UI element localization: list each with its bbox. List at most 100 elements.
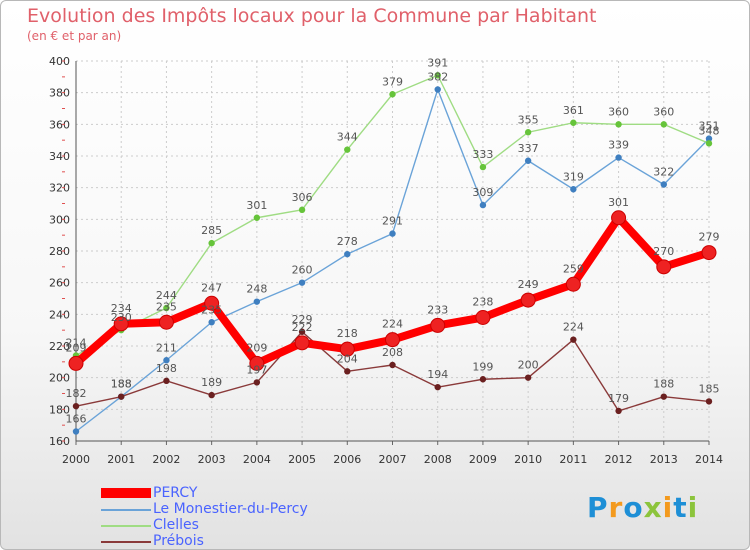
data-label-prebois: 185 xyxy=(699,382,720,395)
data-label-prebois: 188 xyxy=(653,378,674,391)
data-label-percy: 209 xyxy=(66,341,87,354)
data-label-prebois: 189 xyxy=(201,376,222,389)
point-le-monestier-du-percy xyxy=(208,319,215,326)
data-label-percy: 238 xyxy=(472,296,493,309)
point-prebois xyxy=(705,398,713,405)
data-label-clelles: 333 xyxy=(472,148,493,161)
point-clelles xyxy=(253,214,261,221)
x-tick-label: 2001 xyxy=(107,453,135,466)
data-label-le-monestier-du-percy: 339 xyxy=(608,139,629,152)
x-tick-label: 2007 xyxy=(379,453,407,466)
point-percy xyxy=(611,210,627,226)
data-label-prebois: 197 xyxy=(246,363,267,376)
point-clelles xyxy=(570,119,577,126)
data-label-percy: 249 xyxy=(518,278,539,291)
data-label-prebois: 188 xyxy=(111,378,132,391)
data-label-le-monestier-du-percy: 166 xyxy=(66,413,87,426)
data-label-clelles: 360 xyxy=(653,105,674,118)
point-clelles xyxy=(163,304,170,312)
point-le-monestier-du-percy xyxy=(479,201,487,209)
point-percy xyxy=(701,245,717,261)
y-tick-label: 160 xyxy=(49,435,70,448)
point-prebois xyxy=(615,407,622,415)
point-clelles xyxy=(705,140,713,147)
data-label-prebois: 204 xyxy=(337,352,358,365)
y-tick-label: 400 xyxy=(49,55,70,68)
y-tick-label: 380 xyxy=(49,87,70,100)
data-label-prebois: 198 xyxy=(156,362,177,375)
point-clelles xyxy=(344,146,351,153)
legend-swatch-percy xyxy=(101,488,151,498)
x-tick-label: 2014 xyxy=(695,453,723,466)
x-tick-label: 2000 xyxy=(62,453,90,466)
data-label-le-monestier-du-percy: 322 xyxy=(653,166,674,179)
data-label-percy: 235 xyxy=(156,300,177,313)
point-prebois xyxy=(570,336,577,343)
point-le-monestier-du-percy xyxy=(660,181,667,188)
legend-swatch-monestier xyxy=(101,509,151,511)
data-label-le-monestier-du-percy: 291 xyxy=(382,215,403,228)
legend-label-prebois: Prébois xyxy=(153,533,204,549)
data-label-percy: 222 xyxy=(292,321,313,334)
legend-swatch-prebois xyxy=(101,541,151,543)
data-label-clelles: 301 xyxy=(246,199,267,212)
point-percy xyxy=(430,317,446,333)
axes: 160 180 200 220 240 260 280 300 320 340 360 380 400 2… xyxy=(49,55,723,466)
point-percy xyxy=(475,310,491,325)
data-label-le-monestier-du-percy: 337 xyxy=(518,142,539,155)
point-clelles xyxy=(615,121,622,128)
point-percy xyxy=(294,335,310,351)
data-label-clelles: 306 xyxy=(292,191,313,204)
point-percy xyxy=(68,355,84,371)
data-label-le-monestier-du-percy: 382 xyxy=(427,71,448,84)
x-tick-label: 2003 xyxy=(198,453,226,466)
data-label-le-monestier-du-percy: 309 xyxy=(472,186,493,199)
point-clelles xyxy=(524,129,532,136)
data-label-clelles: 348 xyxy=(699,124,720,137)
point-clelles xyxy=(208,239,215,247)
data-label-clelles: 361 xyxy=(563,104,584,117)
data-label-le-monestier-du-percy: 211 xyxy=(156,341,177,354)
point-prebois xyxy=(253,379,261,386)
point-clelles xyxy=(434,72,441,79)
y-tick-label: 340 xyxy=(49,150,70,163)
data-label-clelles: 355 xyxy=(518,113,539,126)
data-label-clelles: 214 xyxy=(66,337,87,350)
y-tick-label: 180 xyxy=(49,403,70,416)
point-percy xyxy=(249,355,265,371)
point-percy xyxy=(158,314,174,330)
point-le-monestier-du-percy xyxy=(570,186,577,193)
data-label-prebois: 224 xyxy=(563,321,584,334)
point-le-monestier-du-percy xyxy=(298,279,306,286)
data-label-le-monestier-du-percy: 278 xyxy=(337,235,358,248)
point-prebois xyxy=(524,374,532,381)
legend-swatch-clelles xyxy=(101,525,151,527)
data-label-clelles: 230 xyxy=(111,311,132,324)
data-label-le-monestier-du-percy: 235 xyxy=(201,303,222,316)
x-tick-label: 2006 xyxy=(333,453,361,466)
point-prebois xyxy=(163,377,170,385)
data-label-le-monestier-du-percy: 351 xyxy=(699,120,720,133)
data-label-clelles: 285 xyxy=(201,224,222,237)
data-label-prebois: 208 xyxy=(382,346,403,359)
data-label-percy: 259 xyxy=(563,262,584,275)
data-label-percy: 247 xyxy=(201,281,222,294)
x-tick-label: 2005 xyxy=(288,453,316,466)
data-label-percy: 301 xyxy=(608,196,629,209)
data-label-percy: 234 xyxy=(111,302,132,315)
point-prebois xyxy=(298,328,306,335)
point-le-monestier-du-percy xyxy=(389,230,396,237)
data-label-le-monestier-du-percy: 319 xyxy=(563,170,584,183)
point-le-monestier-du-percy xyxy=(344,250,351,258)
point-clelles xyxy=(479,163,487,171)
point-le-monestier-du-percy xyxy=(615,154,622,161)
x-tick-label: 2002 xyxy=(152,453,180,466)
point-prebois xyxy=(118,393,125,400)
point-prebois xyxy=(389,361,396,369)
legend-label-clelles: Clelles xyxy=(153,517,199,533)
chart-subtitle: (en € et par an) xyxy=(27,29,122,43)
x-tick-label: 2008 xyxy=(424,453,452,466)
data-label-clelles: 379 xyxy=(382,75,403,88)
data-label-clelles: 391 xyxy=(427,56,448,69)
